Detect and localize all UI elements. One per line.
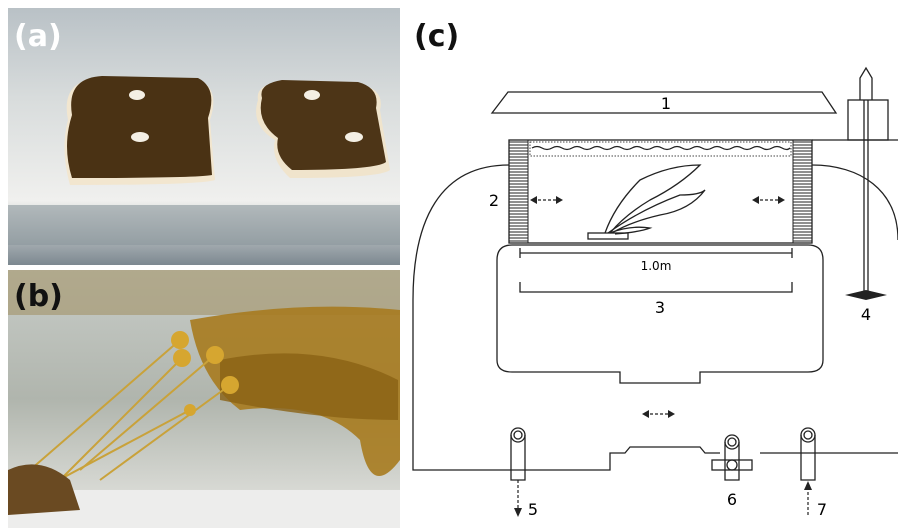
panel-label: (b): [14, 279, 63, 314]
part-label: 5: [528, 500, 538, 519]
part-label: 6: [727, 490, 737, 509]
panel-label: (a): [14, 19, 62, 54]
part-label: 1: [661, 94, 671, 113]
panel-label: (c): [414, 19, 459, 54]
figure: (a) (b) (c): [0, 0, 898, 532]
part-label: 7: [817, 500, 827, 519]
part-label: 2: [489, 191, 499, 210]
part-label: 4: [861, 305, 871, 324]
part-label: 3: [655, 298, 665, 317]
flume-diagram: [413, 68, 898, 517]
photo-b: [8, 270, 400, 528]
scale-label: 1.0m: [641, 259, 672, 273]
photo-a: [8, 8, 400, 265]
